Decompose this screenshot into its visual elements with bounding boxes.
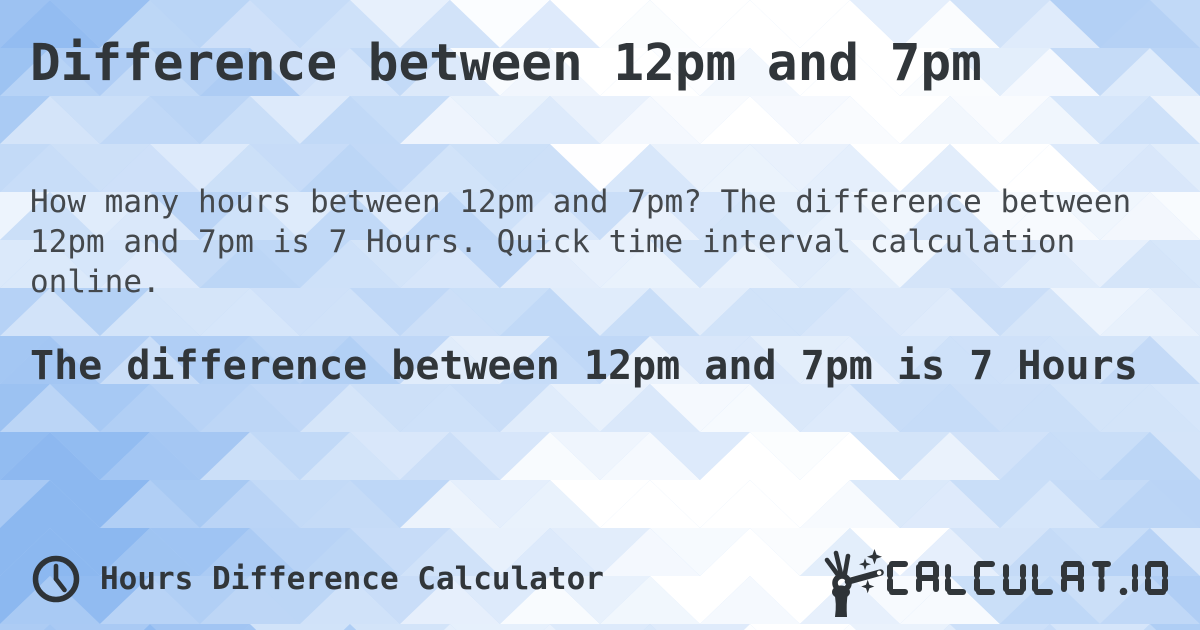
footer: Hours Difference Calculator (0, 548, 1200, 630)
clock-icon (32, 555, 80, 603)
calculator-title-group: Hours Difference Calculator (31, 554, 604, 604)
page-title: Difference between 12pm and 7pm (30, 34, 982, 93)
hand-magic-wand-icon (824, 549, 884, 617)
brand-logo (819, 548, 1172, 622)
calculator-name: Hours Difference Calculator (100, 561, 604, 597)
page-description: How many hours between 12pm and 7pm? The… (30, 184, 1132, 300)
brand-wordmark (887, 561, 1168, 595)
result-statement: The difference between 12pm and 7pm is 7… (30, 343, 1138, 389)
